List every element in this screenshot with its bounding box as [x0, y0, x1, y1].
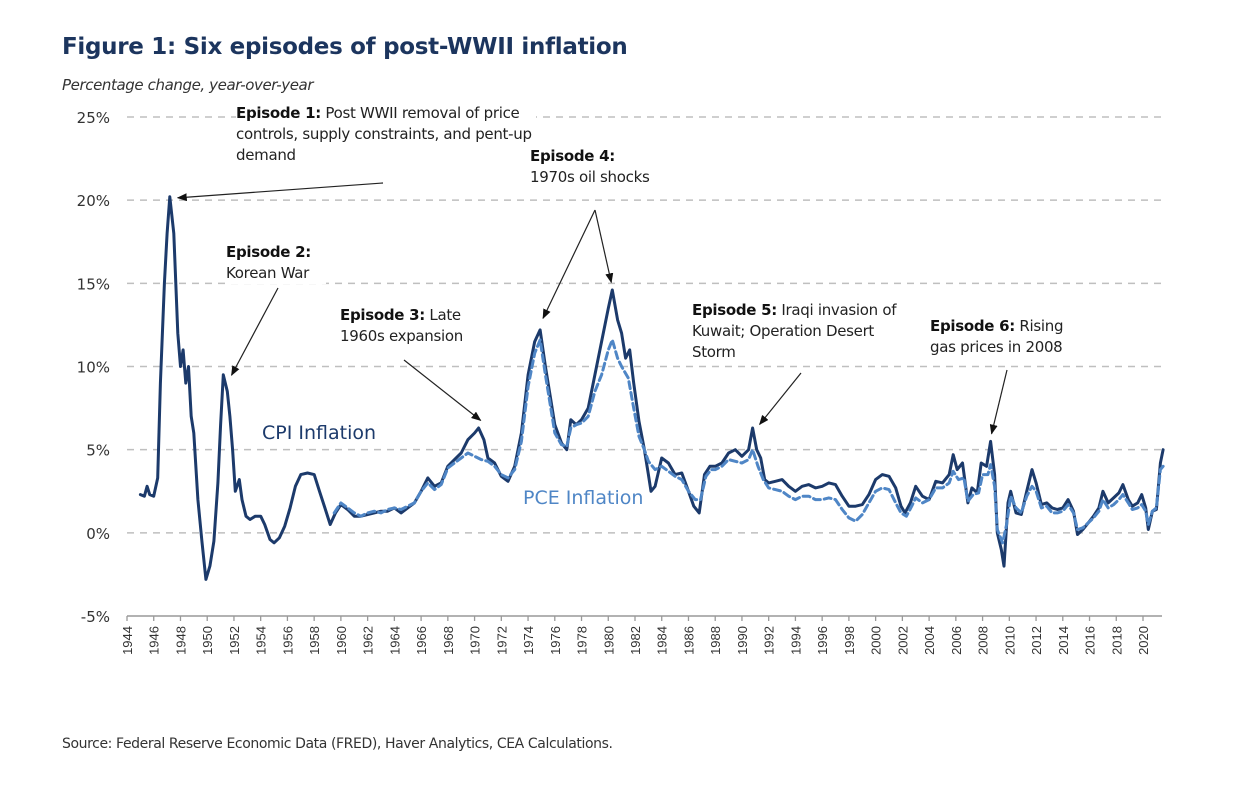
annotation-episode-1-title: Episode 1:: [236, 104, 321, 122]
x-tick-label: 1988: [708, 626, 723, 655]
y-tick-label: -5%: [81, 608, 110, 626]
y-tick-label: 5%: [86, 442, 110, 460]
x-tick-label: 1990: [735, 626, 750, 655]
x-tick-label: 1946: [147, 626, 162, 655]
series-layer: [138, 195, 1165, 581]
x-tick-label: 1964: [387, 626, 402, 655]
annotation-episode-2: Episode 2: Korean War: [226, 242, 326, 284]
x-tick-label: 1958: [307, 626, 322, 655]
x-tick-label: 1952: [227, 626, 242, 655]
x-tick-label: 1992: [762, 626, 777, 655]
y-axis: -5% 0% 5% 10% 15% 20% 25%: [77, 109, 110, 626]
annotation-episode-5: Episode 5: Iraqi invasion of Kuwait; Ope…: [692, 300, 902, 363]
x-tick-label: 2016: [1083, 626, 1098, 655]
x-tick-label: 1976: [548, 626, 563, 655]
x-tick-label: 1972: [494, 626, 509, 655]
annotation-episode-3-text: Late 1960s expansion: [340, 306, 463, 345]
y-tick-label: 25%: [77, 109, 110, 127]
source-note: Source: Federal Reserve Economic Data (F…: [62, 736, 613, 752]
x-tick-label: 1978: [575, 626, 590, 655]
x-tick-label: 1954: [254, 626, 269, 655]
annotation-episode-4: Episode 4: 1970s oil shocks: [530, 146, 680, 188]
annotation-episode-1-text: Post WWII removal of price controls, sup…: [236, 104, 532, 164]
arrow-episode-3: [403, 359, 482, 421]
y-tick-label: 0%: [86, 525, 110, 543]
y-tick-label: 10%: [77, 359, 110, 377]
annotation-episode-3-title: Episode 3:: [340, 306, 425, 324]
arrow-episode-4a: [542, 209, 596, 320]
y-axis-unit-label: Percentage change, year-over-year: [62, 76, 314, 94]
x-tick-label: 1948: [173, 626, 188, 655]
x-tick-label: 2008: [976, 626, 991, 655]
x-tick-label: 1994: [788, 626, 803, 655]
chart-title: Figure 1: Six episodes of post-WWII infl…: [62, 34, 628, 60]
x-tick-label: 1968: [441, 626, 456, 655]
x-tick-label: 1974: [521, 626, 536, 655]
annotation-episode-4-title: Episode 4:: [530, 147, 615, 165]
x-tick-label: 1960: [334, 626, 349, 655]
y-tick-label: 20%: [77, 192, 110, 210]
annotation-episode-3: Episode 3: Late 1960s expansion: [340, 305, 480, 347]
x-tick-label: 2018: [1109, 626, 1124, 655]
x-tick-label: 2002: [895, 626, 910, 655]
x-tick-label: 2020: [1136, 626, 1151, 655]
x-tick-label: 2012: [1029, 626, 1044, 655]
annotation-episode-2-title: Episode 2:: [226, 243, 311, 261]
annotation-episode-6-title: Episode 6:: [930, 317, 1015, 335]
annotation-episode-1: Episode 1: Post WWII removal of price co…: [236, 103, 536, 166]
annotation-episode-4-text: 1970s oil shocks: [530, 168, 650, 186]
x-tick-label: 1970: [468, 626, 483, 655]
annotation-episode-2-text: Korean War: [226, 264, 310, 282]
annotation-arrows: [176, 182, 1008, 435]
x-tick-label: 2006: [949, 626, 964, 655]
annotation-episode-6: Episode 6: Rising gas prices in 2008: [930, 316, 1090, 358]
series-label-pce: PCE Inflation: [523, 487, 644, 509]
annotation-episode-5-title: Episode 5:: [692, 301, 777, 319]
arrow-episode-5: [759, 372, 802, 426]
x-tick-label: 1986: [681, 626, 696, 655]
x-tick-label: 1956: [280, 626, 295, 655]
x-tick-label: 1998: [842, 626, 857, 655]
arrow-episode-4b: [594, 209, 614, 284]
x-tick-label: 1982: [628, 626, 643, 655]
x-tick-label: 2014: [1056, 626, 1071, 655]
y-tick-label: 15%: [77, 275, 110, 293]
x-tick-label: 2004: [922, 626, 937, 655]
x-tick-label: 1962: [361, 626, 376, 655]
x-tick-label: 1944: [120, 626, 135, 655]
x-tick-label: 2010: [1002, 626, 1017, 655]
series-label-cpi: CPI Inflation: [262, 422, 377, 444]
x-tick-label: 1950: [200, 626, 215, 655]
x-tick-label: 2000: [869, 626, 884, 655]
x-tick-label: 1996: [815, 626, 830, 655]
x-axis: 1944 1946 1948 1950 1952 1954 1956 1958 1960 1962…: [120, 615, 1162, 655]
series-line-pce: [332, 338, 1165, 545]
arrow-episode-1: [176, 182, 384, 202]
arrow-episode-2: [231, 287, 279, 377]
annotation-episode-6-text: Rising gas prices in 2008: [930, 317, 1064, 356]
x-tick-label: 1980: [601, 626, 616, 655]
annotation-episode-5-text: Iraqi invasion of Kuwait; Operation Dese…: [692, 301, 897, 361]
x-tick-label: 1966: [414, 626, 429, 655]
x-tick-label: 1984: [655, 626, 670, 655]
arrow-episode-6: [989, 369, 1008, 435]
